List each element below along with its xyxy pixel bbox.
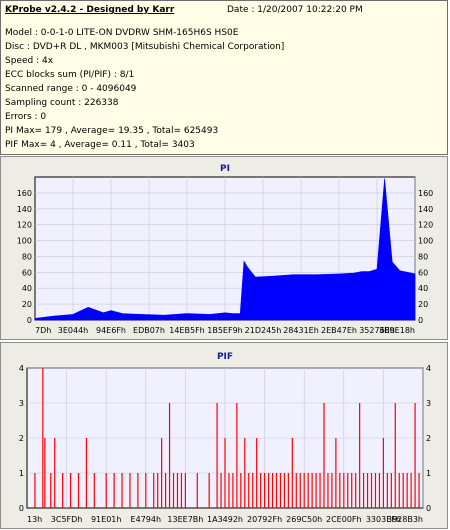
- pi-y-tick-label-left: 160: [17, 189, 32, 198]
- pi-x-tick-label: 1B5EF9h: [207, 326, 242, 335]
- pif-x-tick-label: 3C5FDh: [51, 515, 83, 524]
- ecc-line: ECC blocks sum (PI/PIF) : 8/1: [5, 70, 135, 80]
- pi-y-tick-label-right: 20: [418, 300, 428, 309]
- pif-y-tick-label-left: 1: [19, 469, 24, 478]
- pi-x-tick-label: 7Dh: [35, 326, 51, 335]
- pi-y-tick-label-right: 60: [418, 268, 428, 277]
- pi-y-tick-label-left: 0: [27, 316, 32, 325]
- pi-x-tick-label: EDB07h: [133, 326, 165, 335]
- app-title: KProbe v2.4.2 - Designed by Karr: [5, 5, 175, 15]
- pif-x-tick-label: 1A3492h: [207, 515, 243, 524]
- pi-chart-title: PI: [220, 164, 230, 174]
- pi-x-tick-label: 3E044h: [58, 326, 88, 335]
- pi-y-tick-label-right: 80: [418, 252, 428, 261]
- pif-x-tick-label: 91E01h: [91, 515, 121, 524]
- pi-chart-panel: PI 0 0 20 20 40 40 60 60 80 80 100 100 120 120 140 140 16…: [0, 156, 448, 340]
- pi-y-tick-label-left: 120: [17, 221, 32, 230]
- pi-y-tick-label-left: 40: [22, 284, 32, 293]
- pif-y-tick-label-left: 0: [19, 504, 24, 513]
- model-line: Model : 0-0-1-0 LITE-ON DVDRW SHM-165H6S…: [5, 28, 239, 38]
- pif-y-tick-label-right: 0: [426, 504, 431, 513]
- pif-summary-line: PIF Max= 4 , Average= 0.11 , Total= 3403: [5, 140, 195, 150]
- pi-y-tick-label-left: 100: [17, 237, 32, 246]
- pi-x-tick-label: 28431Eh: [283, 326, 319, 335]
- pif-x-tick-label: 3303EFh: [366, 515, 401, 524]
- pif-chart-panel: PIF 0 0 1 1 2 2 3 3 4 4 13h 3C5FDh 91E01h E4794h 13EE7B…: [0, 342, 448, 529]
- sampling-count-line: Sampling count : 226338: [5, 98, 119, 108]
- pif-x-tick-label: 269C50h: [286, 515, 322, 524]
- info-panel: KProbe v2.4.2 - Designed by Karr Date : …: [0, 0, 448, 155]
- pif-y-tick-label-right: 1: [426, 469, 431, 478]
- pi-x-tick-label: 14EB5Fh: [169, 326, 204, 335]
- pi-y-tick-label-left: 20: [22, 300, 32, 309]
- pi-area-series: [34, 178, 416, 321]
- pi-chart: PI 0 0 20 20 40 40 60 60 80 80 100 100 120 120 140 140 16…: [17, 164, 434, 335]
- pif-x-tick-label: E4794h: [131, 515, 161, 524]
- pi-summary-line: PI Max= 179 , Average= 19.35 , Total= 62…: [5, 126, 219, 136]
- pi-x-tick-label: 94E6Fh: [96, 326, 126, 335]
- pi-y-tick-label-right: 140: [418, 205, 433, 214]
- pif-y-tick-label-left: 4: [19, 364, 24, 373]
- pif-y-tick-label-left: 3: [19, 399, 24, 408]
- pi-y-tick-label-left: 60: [22, 268, 32, 277]
- errors-line: Errors : 0: [5, 112, 47, 122]
- pi-x-tick-label: 2EB47Eh: [321, 326, 357, 335]
- pi-y-tick-label-right: 40: [418, 284, 428, 293]
- pif-y-tick-label-right: 2: [426, 434, 431, 443]
- pif-x-tick-label: 2CE00Fh: [326, 515, 362, 524]
- pif-x-tick-label: 3928B3h: [387, 515, 423, 524]
- pi-x-tick-label: 21D245h: [245, 326, 282, 335]
- pif-y-tick-label-right: 3: [426, 399, 431, 408]
- pif-x-tick-label: 20792Fh: [247, 515, 282, 524]
- pi-x-tick-label: 3B9E18h: [379, 326, 415, 335]
- pi-y-tick-label-left: 140: [17, 205, 32, 214]
- scan-date: Date : 1/20/2007 10:22:20 PM: [227, 5, 363, 15]
- pi-y-tick-label-right: 0: [418, 316, 423, 325]
- pif-y-tick-label-left: 2: [19, 434, 24, 443]
- pi-y-tick-label-right: 120: [418, 221, 433, 230]
- pif-chart: PIF 0 0 1 1 2 2 3 3 4 4 13h 3C5FDh 91E01h E4794h 13EE7B…: [19, 352, 431, 524]
- disc-line: Disc : DVD+R DL , MKM003 [Mitsubishi Che…: [5, 42, 285, 52]
- pi-y-tick-label-left: 80: [22, 252, 32, 261]
- scanned-range-line: Scanned range : 0 - 4096049: [5, 84, 137, 94]
- pif-chart-title: PIF: [217, 352, 233, 362]
- pif-x-tick-label: 13EE7Bh: [167, 515, 203, 524]
- pi-y-tick-label-right: 160: [418, 189, 433, 198]
- pif-x-tick-label: 13h: [27, 515, 42, 524]
- pi-x-tick-label: 35276Eh: [359, 326, 395, 335]
- pif-y-tick-label-right: 4: [426, 364, 431, 373]
- pi-y-tick-label-right: 100: [418, 237, 433, 246]
- speed-line: Speed : 4x: [5, 56, 54, 66]
